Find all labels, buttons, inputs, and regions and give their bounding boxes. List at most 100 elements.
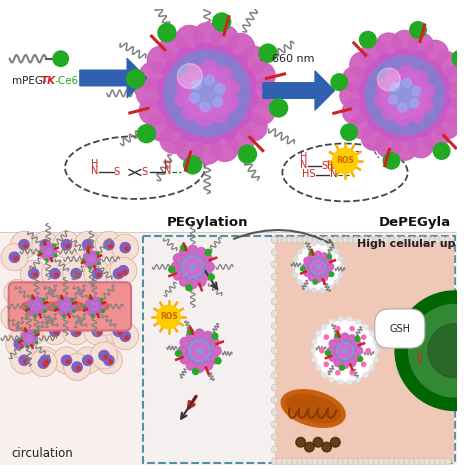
- Circle shape: [271, 286, 278, 292]
- Circle shape: [1, 303, 28, 330]
- Circle shape: [318, 261, 321, 264]
- Circle shape: [39, 249, 43, 254]
- Circle shape: [184, 268, 189, 273]
- Circle shape: [74, 231, 101, 258]
- Circle shape: [27, 343, 31, 347]
- Circle shape: [167, 107, 191, 132]
- Circle shape: [301, 267, 305, 271]
- Circle shape: [322, 442, 331, 452]
- Circle shape: [378, 237, 385, 243]
- Circle shape: [315, 251, 321, 258]
- Circle shape: [317, 458, 324, 465]
- Circle shape: [215, 67, 231, 83]
- Text: S: S: [114, 167, 119, 177]
- Circle shape: [187, 338, 212, 363]
- Circle shape: [317, 237, 324, 243]
- Circle shape: [311, 264, 315, 267]
- Circle shape: [95, 308, 97, 310]
- Circle shape: [97, 257, 100, 261]
- Circle shape: [187, 328, 193, 335]
- Circle shape: [105, 260, 132, 287]
- Circle shape: [392, 135, 418, 160]
- Circle shape: [82, 259, 84, 262]
- Circle shape: [313, 319, 377, 383]
- Circle shape: [388, 95, 397, 104]
- Circle shape: [238, 145, 256, 163]
- Circle shape: [164, 50, 250, 137]
- Circle shape: [101, 310, 104, 312]
- Circle shape: [184, 263, 189, 267]
- Circle shape: [205, 249, 211, 255]
- Circle shape: [90, 264, 93, 268]
- Circle shape: [203, 331, 213, 341]
- Circle shape: [391, 49, 414, 72]
- Circle shape: [29, 335, 31, 337]
- Circle shape: [43, 363, 47, 366]
- Circle shape: [363, 372, 368, 377]
- Circle shape: [205, 262, 214, 272]
- Circle shape: [36, 302, 38, 304]
- Circle shape: [320, 348, 324, 353]
- Circle shape: [40, 246, 44, 250]
- Circle shape: [93, 259, 95, 261]
- Circle shape: [147, 46, 175, 74]
- Circle shape: [348, 359, 356, 366]
- Circle shape: [61, 355, 72, 365]
- Circle shape: [173, 271, 182, 280]
- Circle shape: [212, 333, 218, 339]
- Circle shape: [177, 64, 202, 89]
- Circle shape: [175, 91, 192, 107]
- Circle shape: [388, 237, 395, 243]
- Circle shape: [62, 307, 64, 309]
- Circle shape: [365, 56, 444, 135]
- Circle shape: [319, 288, 325, 293]
- Bar: [274, 240, 453, 462]
- Text: H: H: [164, 159, 172, 169]
- Circle shape: [222, 80, 239, 96]
- Ellipse shape: [281, 390, 345, 427]
- Circle shape: [378, 458, 385, 465]
- Circle shape: [341, 361, 349, 368]
- Circle shape: [61, 239, 72, 250]
- Text: GSH: GSH: [389, 324, 410, 334]
- Circle shape: [359, 79, 382, 101]
- Circle shape: [175, 350, 182, 356]
- Circle shape: [35, 341, 38, 344]
- Circle shape: [180, 355, 190, 364]
- Circle shape: [197, 109, 213, 126]
- Circle shape: [34, 331, 36, 333]
- Circle shape: [321, 263, 324, 266]
- Circle shape: [221, 94, 238, 111]
- Circle shape: [369, 365, 374, 371]
- Circle shape: [14, 317, 18, 320]
- Circle shape: [223, 55, 247, 80]
- Circle shape: [334, 249, 339, 254]
- Circle shape: [184, 156, 202, 174]
- Circle shape: [86, 263, 90, 267]
- Circle shape: [93, 251, 97, 255]
- Circle shape: [66, 302, 70, 306]
- Circle shape: [157, 75, 182, 100]
- Circle shape: [97, 273, 100, 277]
- Circle shape: [341, 333, 349, 341]
- Circle shape: [282, 237, 288, 243]
- Circle shape: [163, 59, 188, 84]
- Circle shape: [192, 369, 199, 374]
- Circle shape: [439, 458, 446, 465]
- Circle shape: [50, 326, 60, 337]
- Circle shape: [67, 298, 72, 302]
- Circle shape: [321, 324, 327, 329]
- Ellipse shape: [93, 302, 109, 311]
- Circle shape: [42, 304, 46, 309]
- Circle shape: [360, 31, 376, 48]
- Circle shape: [52, 246, 56, 250]
- Circle shape: [96, 304, 98, 306]
- Circle shape: [325, 270, 332, 276]
- Circle shape: [428, 89, 451, 112]
- Circle shape: [348, 335, 356, 343]
- Circle shape: [375, 93, 391, 108]
- Circle shape: [271, 421, 278, 428]
- Text: H: H: [330, 162, 337, 172]
- Circle shape: [34, 331, 37, 335]
- Circle shape: [123, 270, 127, 274]
